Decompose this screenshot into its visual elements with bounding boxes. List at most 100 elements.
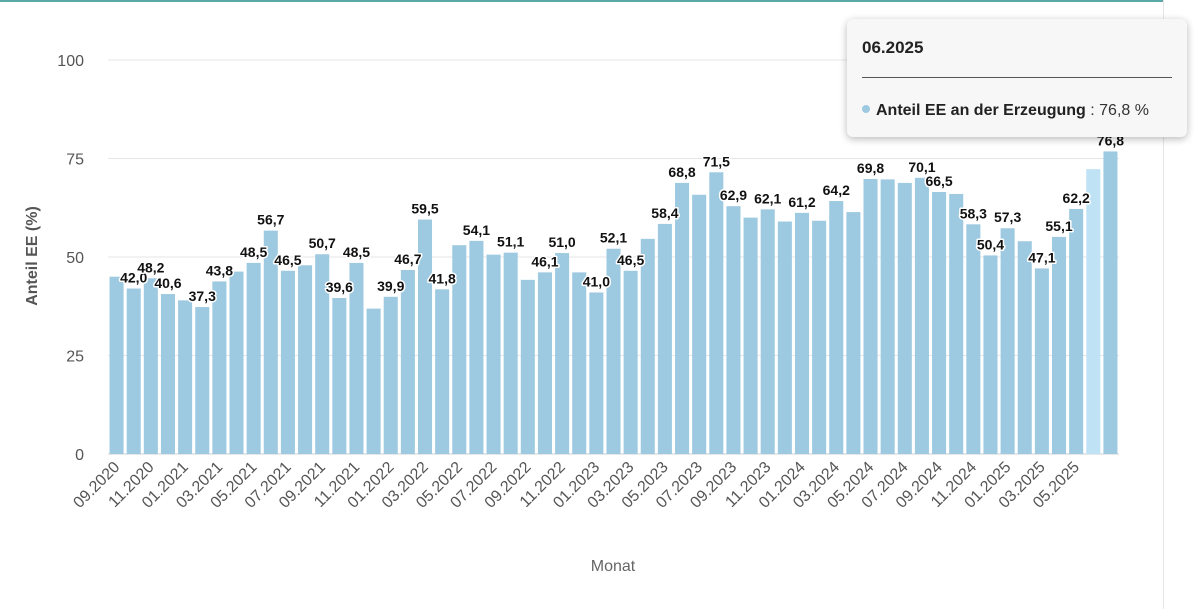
bar[interactable] [555,253,570,454]
data-label: 62,9 [720,187,747,203]
data-label: 71,5 [703,153,730,169]
bar[interactable] [914,177,929,454]
bar[interactable] [1000,228,1015,454]
data-label: 48,5 [343,244,370,260]
data-label: 51,1 [497,234,524,250]
y-tick-label: 75 [66,152,84,169]
data-label: 48,5 [240,244,267,260]
tooltip-series-row: Anteil EE an der Erzeugung : 76,8 % [862,102,1149,120]
bar[interactable] [829,201,844,454]
bars [109,151,1118,455]
data-label: 55,1 [1045,218,1072,234]
bar[interactable] [160,294,176,454]
bar[interactable] [589,292,604,454]
data-label: 64,2 [823,182,850,198]
bar[interactable] [1069,208,1084,454]
bar[interactable] [966,224,981,454]
bar[interactable] [1017,241,1032,454]
data-label: 57,3 [994,209,1021,225]
bar[interactable] [400,270,415,454]
data-label: 54,1 [463,222,490,238]
bar[interactable] [897,182,912,455]
bar[interactable] [657,223,672,454]
bar[interactable] [212,281,227,454]
bar[interactable] [332,297,347,454]
bar[interactable] [880,179,895,454]
bar[interactable] [486,254,501,454]
data-label: 69,8 [857,160,884,176]
bar[interactable] [195,307,210,454]
bar[interactable] [383,296,398,454]
data-label: 50,7 [309,235,336,251]
data-label: 51,0 [548,234,575,250]
bar[interactable] [709,172,724,455]
bar[interactable] [640,238,655,454]
data-label: 52,1 [600,230,627,246]
tooltip-divider [862,77,1172,78]
bar[interactable] [726,206,741,454]
bar[interactable] [846,212,861,454]
bar[interactable] [623,270,638,454]
bar[interactable] [760,209,775,454]
bar[interactable] [417,219,433,454]
bar[interactable] [349,262,364,454]
data-label: 66,5 [925,173,952,189]
data-label: 62,2 [1063,190,1090,206]
data-label: 68,8 [668,164,695,180]
y-axis-ticks: 0 25 50 75 100 [57,53,84,464]
tooltip-value: 76,8 % [1099,102,1149,119]
x-axis-title: Monat [591,558,636,575]
data-label: 61,2 [788,194,815,210]
bar[interactable] [1034,268,1049,454]
bar[interactable] [692,194,707,455]
bar[interactable] [983,255,998,454]
bar[interactable] [777,221,792,454]
bar[interactable] [1086,169,1101,454]
bar[interactable] [794,212,810,454]
bar[interactable] [263,230,278,454]
bar[interactable] [469,240,484,454]
tooltip-separator: : [1085,102,1100,119]
bar[interactable] [246,262,261,454]
bar[interactable] [932,191,947,455]
data-label: 70,1 [908,159,935,175]
bar[interactable] [606,248,621,454]
bar[interactable] [298,265,313,454]
bar[interactable] [366,308,381,454]
bar[interactable] [743,217,758,454]
bar[interactable] [229,271,244,454]
bar[interactable] [675,182,690,455]
y-tick-label: 50 [66,250,84,267]
bar[interactable] [109,276,124,454]
data-label: 46,5 [274,252,301,268]
bar[interactable] [572,272,587,454]
bar[interactable] [1051,236,1067,454]
x-axis-ticks: 09.202011.202001.202103.202105.202107.20… [70,459,1083,512]
data-label: 46,5 [617,252,644,268]
bar[interactable] [315,254,330,454]
bar[interactable] [863,178,878,454]
bar[interactable] [143,278,158,454]
data-label: 41,8 [429,270,456,286]
bar[interactable] [1103,151,1118,454]
bar[interactable] [178,300,193,454]
data-label: 47,1 [1028,249,1055,265]
bar[interactable] [452,245,467,454]
data-label: 39,9 [377,278,404,294]
y-tick-label: 0 [75,447,84,464]
bar[interactable] [520,279,535,454]
bar[interactable] [537,272,552,454]
bar[interactable] [280,270,295,454]
data-label: 46,7 [394,251,421,267]
data-label: 58,4 [651,205,678,221]
data-label: 46,1 [531,253,558,269]
bar[interactable] [126,288,141,454]
bar[interactable] [503,252,518,454]
data-label: 62,1 [754,190,781,206]
data-label: 56,7 [257,212,284,228]
data-label: 37,3 [189,288,216,304]
bar[interactable] [949,193,964,454]
bar[interactable] [812,220,827,454]
bar[interactable] [435,289,450,454]
